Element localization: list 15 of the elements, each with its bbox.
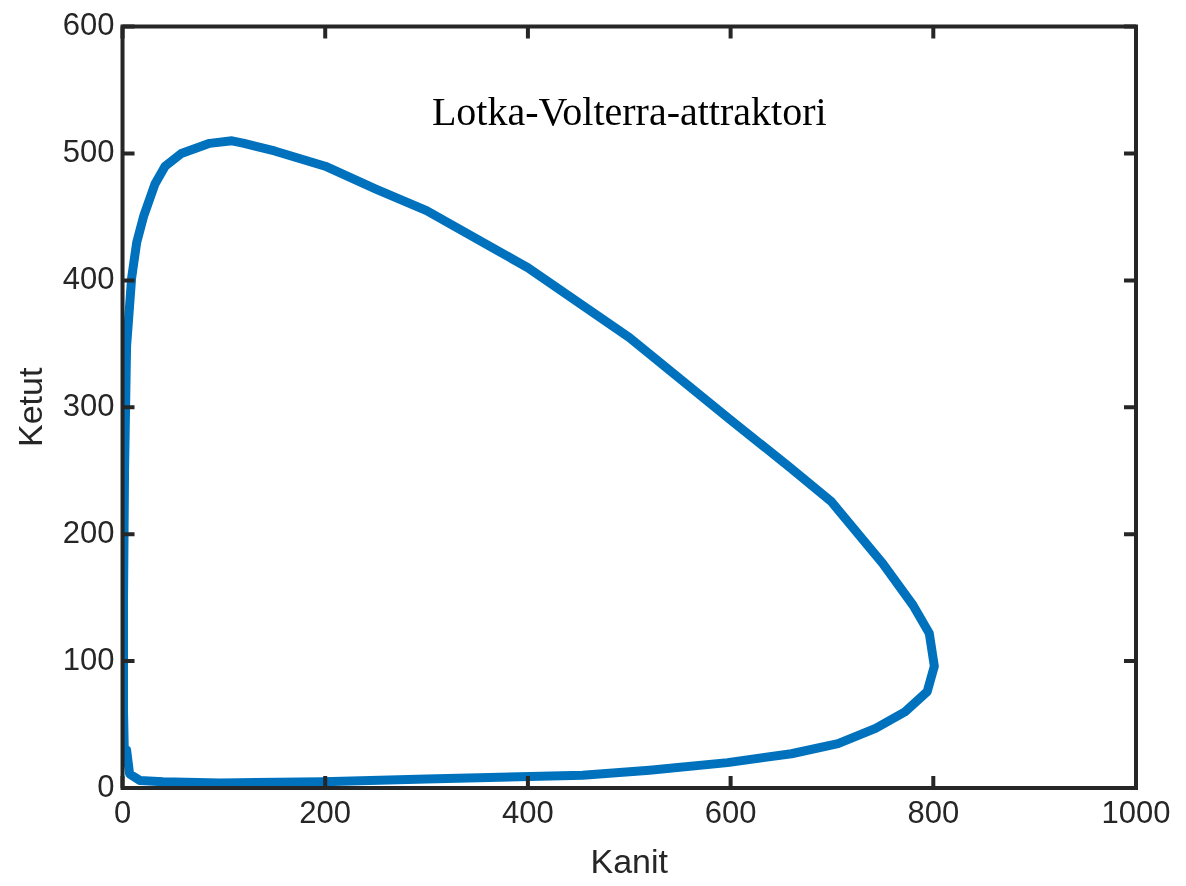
x-tick-label: 600 xyxy=(704,795,757,831)
x-tick-label: 400 xyxy=(502,795,554,831)
y-tick-label: 0 xyxy=(97,768,115,804)
x-tick-label: 200 xyxy=(299,795,352,831)
y-tick-label: 100 xyxy=(62,641,115,677)
y-tick-label: 300 xyxy=(62,387,115,423)
y-axis-title: Ketut xyxy=(10,367,49,447)
y-tick-label: 200 xyxy=(62,514,115,550)
y-tick-label: 500 xyxy=(62,134,115,170)
x-axis-title: Kanit xyxy=(590,841,669,880)
x-tick-label: 800 xyxy=(907,795,960,831)
annotation: Lotka-Volterra-attraktori xyxy=(431,89,827,135)
x-tick-label: 1000 xyxy=(1101,795,1171,831)
y-tick-label: 400 xyxy=(62,260,115,296)
y-tick-label: 600 xyxy=(62,7,115,43)
